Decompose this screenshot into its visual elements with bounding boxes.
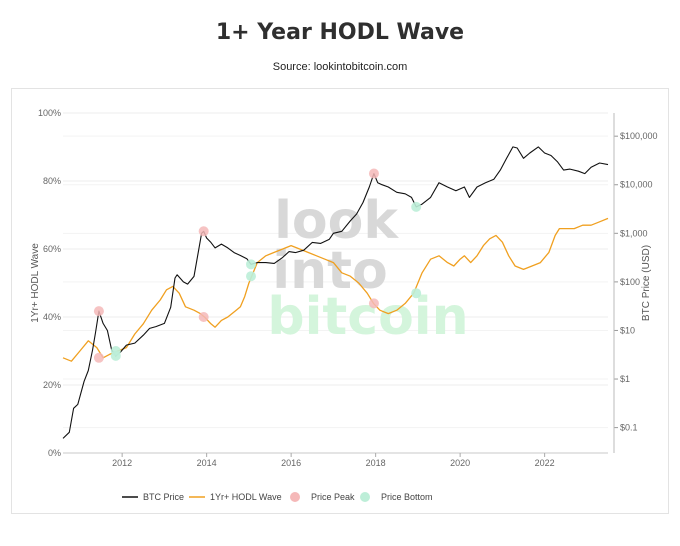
- chart-subtitle: Source: lookintobitcoin.com: [272, 61, 408, 73]
- legend-swatch-3: [360, 492, 370, 502]
- right-tick-label: $1: [620, 374, 630, 384]
- chart-panel: [11, 88, 669, 514]
- x-tick-label: 2014: [197, 458, 217, 468]
- price-bottom-marker-hodl: [411, 288, 422, 299]
- markers: [93, 168, 422, 363]
- price-peak-marker-hodl: [368, 298, 379, 309]
- series: [62, 146, 609, 439]
- price-bottom-marker-hodl: [246, 271, 257, 282]
- legend: BTC Price 1Yr+ HODL Wave Price Peak Price B…: [122, 492, 433, 502]
- left-axis-label: 1Yr+ HODL Wave: [30, 243, 41, 323]
- price-bottom-marker: [411, 201, 422, 212]
- axes: 0% 20% 40% 60% 80% 100% $0.1 $1 $10 $100 $1,000 $10…: [38, 108, 658, 468]
- chart-title: 1+ Year HODL Wave: [215, 20, 465, 45]
- price-peak-marker: [368, 168, 379, 179]
- right-axis-label: BTC Price (USD): [641, 245, 652, 321]
- watermark-line-3: bitcoin: [267, 287, 468, 347]
- left-tick-label: 60%: [43, 244, 61, 254]
- left-tick-label: 0%: [48, 448, 61, 458]
- hodl-wave-line: [62, 217, 609, 362]
- btc-price-line: [62, 146, 609, 439]
- left-tick-label: 40%: [43, 312, 61, 322]
- x-tick-label: 2012: [112, 458, 132, 468]
- x-tick-label: 2018: [366, 458, 386, 468]
- price-peak-marker: [93, 306, 104, 317]
- legend-label-0: BTC Price: [143, 492, 184, 502]
- right-tick-label: $100,000: [620, 131, 658, 141]
- price-peak-marker-hodl: [198, 312, 209, 322]
- left-tick-label: 20%: [43, 380, 61, 390]
- price-bottom-marker-hodl: [110, 346, 121, 356]
- x-tick-label: 2020: [450, 458, 470, 468]
- left-tick-label: 80%: [43, 176, 61, 186]
- watermark: look into bitcoin: [267, 191, 468, 347]
- x-tick-label: 2016: [281, 458, 301, 468]
- legend-swatch-2: [290, 492, 300, 502]
- price-peak-marker-hodl: [93, 352, 104, 363]
- right-tick-label: $10: [620, 325, 635, 335]
- price-bottom-marker: [246, 259, 257, 270]
- right-tick-label: $100: [620, 277, 640, 287]
- legend-label-2: Price Peak: [311, 492, 355, 502]
- price-peak-marker: [198, 226, 209, 237]
- legend-label-3: Price Bottom: [381, 492, 433, 502]
- watermark-line-1: look: [274, 191, 399, 251]
- right-tick-label: $0.1: [620, 423, 638, 433]
- right-tick-label: $1,000: [620, 228, 648, 238]
- left-tick-label: 100%: [38, 108, 61, 118]
- legend-label-1: 1Yr+ HODL Wave: [210, 492, 282, 502]
- watermark-line-2: into: [272, 241, 387, 301]
- x-tick-label: 2022: [535, 458, 555, 468]
- right-tick-label: $10,000: [620, 180, 653, 190]
